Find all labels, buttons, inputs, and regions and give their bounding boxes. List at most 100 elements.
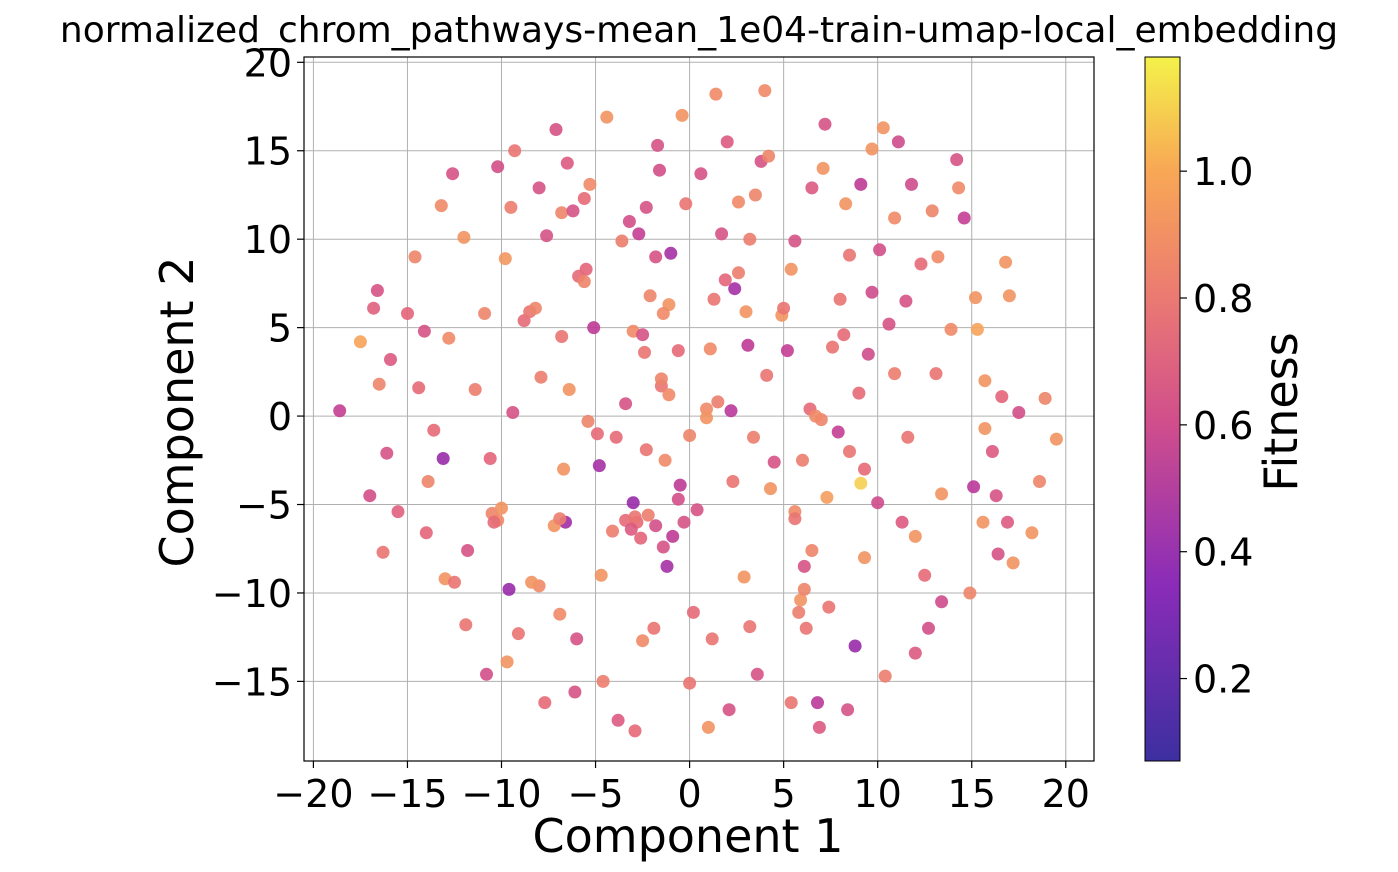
scatter-point	[639, 443, 653, 457]
grid	[304, 57, 1094, 761]
scatter-point	[641, 508, 655, 522]
scatter-point	[568, 685, 582, 699]
colorbar-tick-label: 0.6	[1193, 404, 1253, 448]
scatter-point	[918, 568, 932, 582]
scatter-point	[833, 292, 847, 306]
scatter-point	[500, 655, 514, 669]
scatter-point	[895, 515, 909, 529]
scatter-point	[935, 595, 949, 609]
scatter-point	[353, 335, 367, 349]
plot-frame	[303, 56, 1095, 762]
scatter-point	[468, 383, 482, 396]
scatter-point	[728, 282, 742, 296]
y-tick-label: −15	[212, 660, 292, 704]
scatter-point	[865, 285, 879, 299]
x-axis-label: Component 1	[533, 809, 844, 863]
x-axis: −20 −15 −10 −5 0 5 10 15 20	[273, 761, 1090, 816]
scatter-point	[367, 301, 381, 315]
scatter-point	[656, 540, 670, 554]
scatter-point	[557, 462, 571, 476]
scatter-point	[376, 545, 390, 559]
scatter-point	[784, 696, 798, 710]
scatter-point	[732, 266, 745, 280]
scatter-point	[581, 414, 595, 428]
scatter-point	[434, 199, 448, 213]
scatter-point	[649, 250, 663, 264]
scatter-point	[873, 243, 887, 257]
scatter-point	[703, 342, 717, 356]
scatter-point	[876, 121, 890, 135]
scatter-point	[372, 377, 386, 391]
scatter-point	[831, 425, 845, 439]
scatter-point	[506, 406, 520, 419]
scatter-point	[732, 195, 745, 209]
scatter-point	[363, 489, 377, 503]
y-axis: −15 −10 −5 0 5 10 15 20	[212, 41, 304, 704]
scatter-point	[592, 459, 606, 473]
colorbar-tick-label: 0.4	[1193, 531, 1253, 575]
scatter-point	[950, 153, 964, 167]
scatter-point	[370, 284, 384, 297]
scatter-point	[408, 250, 422, 264]
scatter-point	[1049, 432, 1063, 446]
scatter-point	[816, 161, 830, 175]
scatter-point	[560, 156, 574, 170]
scatter-point	[690, 503, 704, 517]
scatter-point	[991, 547, 1005, 561]
scatter-point	[711, 395, 725, 409]
x-tick-label: −20	[273, 772, 353, 816]
scatter-point	[478, 307, 492, 320]
scatter-point	[822, 600, 836, 614]
scatter-point	[611, 713, 625, 727]
chart-title: normalized_chrom_pathways-mean_1e04-trai…	[60, 10, 1338, 51]
y-tick-label: 15	[244, 130, 292, 174]
scatter-point	[865, 142, 879, 156]
colorbar-tick-label: 0.2	[1193, 658, 1253, 702]
scatter-point	[498, 252, 512, 266]
scatter-point	[577, 275, 591, 289]
scatter-point	[750, 667, 764, 681]
scatter-point	[764, 482, 777, 496]
scatter-point	[760, 368, 774, 382]
scatter-point	[683, 676, 697, 690]
scatter-point	[609, 430, 623, 444]
scatter-point	[671, 492, 685, 506]
scatter-point	[797, 582, 811, 596]
scatter-point	[538, 696, 552, 710]
scatter-point	[780, 344, 794, 358]
scatter-point	[908, 646, 922, 660]
scatter-point	[671, 344, 685, 358]
scatter-point	[628, 510, 642, 524]
scatter-point	[461, 544, 475, 557]
scatter-point	[985, 445, 999, 458]
scatter-point	[662, 388, 676, 402]
scatter-point	[888, 211, 902, 225]
scatter-point	[999, 255, 1013, 269]
scatter-point	[929, 367, 943, 381]
scatter-point	[788, 512, 802, 526]
scatter-point	[978, 422, 992, 435]
scatter-point	[384, 353, 397, 366]
scatter-point	[636, 634, 650, 648]
scatter-point	[797, 559, 811, 573]
scatter-point	[871, 496, 885, 510]
scatter-point	[664, 246, 678, 260]
scatter-point	[978, 374, 992, 388]
scatter-point	[553, 607, 567, 621]
scatter-point	[660, 559, 674, 573]
scatter-point	[504, 200, 518, 214]
y-axis-label: Component 2	[150, 257, 204, 568]
scatter-point	[899, 294, 913, 308]
scatter-point	[794, 593, 808, 607]
scatter-point	[741, 338, 755, 352]
scatter-point	[495, 501, 508, 515]
scatter-point	[491, 160, 505, 174]
scatter-point	[818, 117, 832, 131]
scatter-point	[619, 397, 633, 411]
scatter-point	[624, 522, 638, 536]
scatter-point	[812, 720, 826, 734]
scatter-point	[448, 575, 461, 589]
scatter-point	[861, 347, 875, 361]
scatter-point	[638, 345, 651, 359]
scatter-point	[762, 149, 776, 163]
